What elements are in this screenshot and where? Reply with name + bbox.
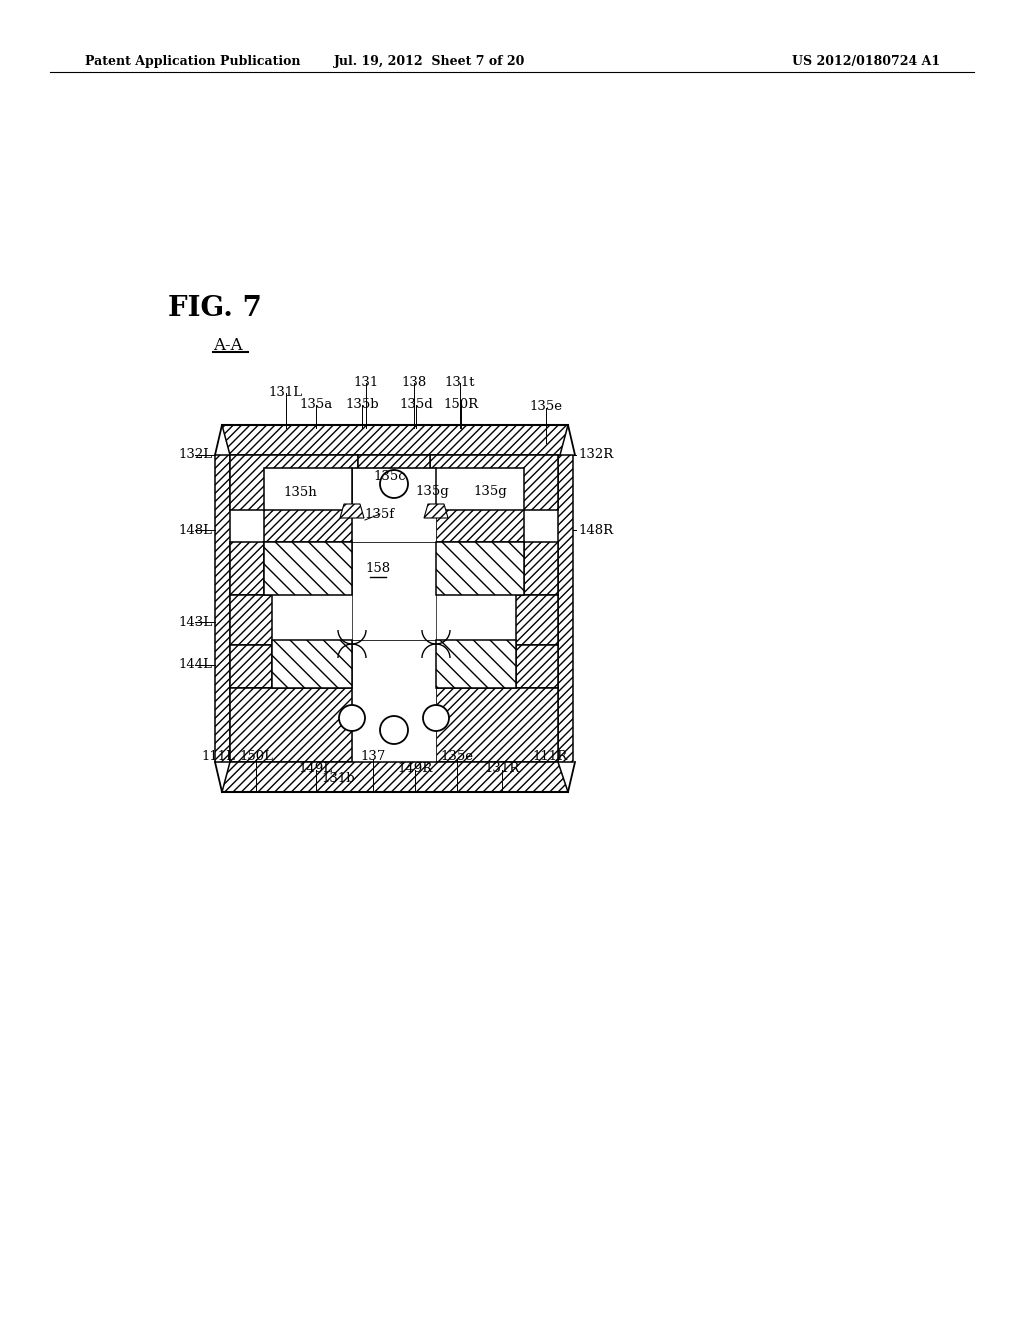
- Text: 131L: 131L: [269, 385, 303, 399]
- Text: 135a: 135a: [299, 397, 333, 411]
- Circle shape: [339, 705, 365, 731]
- Text: Patent Application Publication: Patent Application Publication: [85, 55, 300, 69]
- Text: 131t: 131t: [444, 375, 475, 388]
- Polygon shape: [430, 455, 558, 543]
- Text: 148R: 148R: [578, 524, 613, 536]
- Polygon shape: [524, 543, 558, 595]
- Text: 131: 131: [353, 375, 379, 388]
- Text: 135g: 135g: [473, 486, 507, 499]
- Polygon shape: [230, 645, 272, 688]
- Polygon shape: [272, 640, 352, 688]
- Polygon shape: [264, 543, 352, 595]
- Polygon shape: [436, 469, 524, 510]
- Text: 135c: 135c: [374, 470, 407, 483]
- Text: 135d: 135d: [399, 397, 433, 411]
- Circle shape: [380, 470, 408, 498]
- Text: 143L: 143L: [178, 615, 212, 628]
- Text: 111R: 111R: [532, 751, 567, 763]
- Text: A-A: A-A: [213, 337, 243, 354]
- Polygon shape: [230, 595, 272, 645]
- Polygon shape: [436, 640, 516, 688]
- Polygon shape: [352, 543, 436, 640]
- Polygon shape: [436, 688, 558, 762]
- Text: 149R: 149R: [397, 762, 432, 775]
- Circle shape: [423, 705, 449, 731]
- Polygon shape: [516, 645, 558, 688]
- Polygon shape: [222, 762, 568, 792]
- Polygon shape: [424, 504, 449, 517]
- Text: 135b: 135b: [345, 397, 379, 411]
- Polygon shape: [215, 455, 230, 762]
- Text: 132L: 132L: [178, 449, 212, 462]
- Polygon shape: [516, 595, 558, 645]
- Polygon shape: [222, 425, 568, 455]
- Text: 111L: 111L: [201, 751, 234, 763]
- Text: 158: 158: [366, 561, 390, 574]
- Text: 150L: 150L: [239, 751, 273, 763]
- Circle shape: [380, 715, 408, 744]
- Polygon shape: [264, 469, 352, 510]
- Text: 132R: 132R: [578, 449, 613, 462]
- Polygon shape: [230, 688, 352, 762]
- Text: 131R: 131R: [484, 762, 519, 775]
- Text: Jul. 19, 2012  Sheet 7 of 20: Jul. 19, 2012 Sheet 7 of 20: [334, 55, 525, 69]
- Text: 148L: 148L: [178, 524, 212, 536]
- Text: 150R: 150R: [443, 397, 478, 411]
- Text: FIG. 7: FIG. 7: [168, 294, 262, 322]
- Polygon shape: [436, 543, 524, 595]
- Polygon shape: [558, 455, 573, 762]
- Text: 149L: 149L: [299, 762, 333, 775]
- Polygon shape: [340, 504, 364, 517]
- Text: 135e: 135e: [529, 400, 562, 413]
- Polygon shape: [230, 455, 358, 543]
- Polygon shape: [352, 640, 436, 762]
- Text: 135e: 135e: [440, 751, 473, 763]
- Text: 135g: 135g: [415, 486, 449, 499]
- Text: 135h: 135h: [283, 486, 316, 499]
- Text: 138: 138: [401, 375, 427, 388]
- Text: 137: 137: [360, 751, 386, 763]
- Text: 144L: 144L: [178, 659, 212, 672]
- Text: 135f: 135f: [365, 507, 395, 520]
- Text: US 2012/0180724 A1: US 2012/0180724 A1: [792, 55, 940, 69]
- Polygon shape: [352, 469, 436, 543]
- Polygon shape: [230, 543, 264, 595]
- Text: 131b: 131b: [322, 771, 354, 784]
- Polygon shape: [358, 455, 430, 469]
